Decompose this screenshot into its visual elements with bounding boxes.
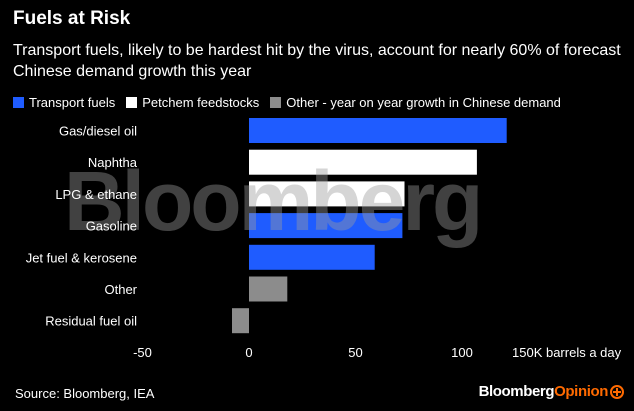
x-tick-label: 100 [451, 345, 473, 360]
brand-name: Bloomberg [478, 383, 555, 400]
source-note: Source: Bloomberg, IEA [15, 386, 155, 401]
bar-naphtha [249, 149, 477, 175]
x-tick-label: 150K barrels a day [512, 345, 622, 360]
legend-item-other: Other - year on year growth in Chinese d… [270, 95, 561, 110]
bar-gasoline [249, 213, 403, 239]
legend-swatch-transport [13, 96, 24, 108]
category-label: Other [104, 282, 137, 297]
bar-residual-fuel-oil [232, 308, 249, 334]
category-label: Gas/diesel oil [59, 124, 137, 139]
category-label: LPG & ethane [55, 187, 137, 202]
category-label: Gasoline [86, 219, 137, 234]
bar-lpg-ethane [249, 181, 405, 207]
chart-legend: Transport fuels Petchem feedstocks Other… [13, 94, 572, 110]
legend-label-other: Other - year on year growth in Chinese d… [286, 94, 561, 110]
legend-item-transport: Transport fuels [13, 95, 115, 110]
category-label: Jet fuel & kerosene [26, 250, 137, 265]
legend-swatch-other [270, 96, 282, 108]
legend-swatch-petchem [126, 96, 138, 108]
chart-title: Fuels at Risk [13, 8, 131, 29]
plus-circle-icon [610, 384, 624, 399]
category-label: Naphtha [88, 155, 138, 170]
category-label: Residual fuel oil [45, 314, 137, 329]
legend-item-petchem: Petchem feedstocks [126, 95, 259, 110]
legend-label-petchem: Petchem feedstocks [142, 94, 260, 110]
bar-gas-diesel-oil [249, 118, 507, 143]
legend-label-transport: Transport fuels [29, 94, 116, 110]
watermark-text: Bloomberg [64, 154, 480, 248]
bar-other [249, 276, 288, 302]
x-tick-label: -50 [133, 345, 152, 360]
bar-jet-fuel-kerosene [249, 244, 375, 270]
chart-subtitle: Transport fuels, likely to be hardest hi… [13, 42, 621, 80]
brand-logo: Bloomberg Opinion [479, 383, 624, 400]
brand-opinion: Opinion [554, 383, 608, 400]
x-tick-label: 0 [245, 345, 252, 360]
x-tick-label: 50 [348, 345, 362, 360]
